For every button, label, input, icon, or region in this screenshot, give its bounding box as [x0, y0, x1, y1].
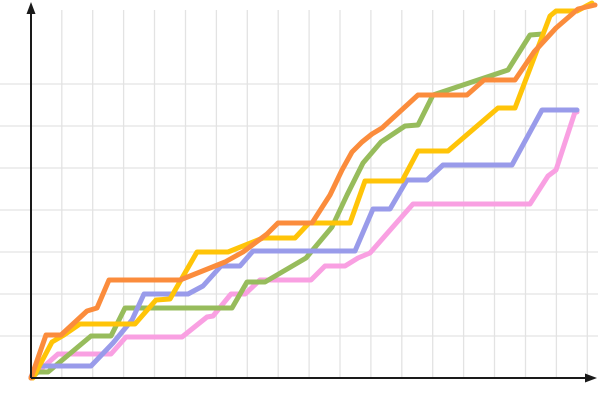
series-yellow-line [30, 0, 595, 381]
series-orange-line [28, 2, 598, 381]
series-green-line [28, 31, 546, 381]
x-axis-arrowhead [585, 373, 597, 383]
series-blue-line [28, 107, 580, 380]
series-pink-line [28, 109, 580, 381]
y-axis-arrowhead [26, 2, 36, 14]
